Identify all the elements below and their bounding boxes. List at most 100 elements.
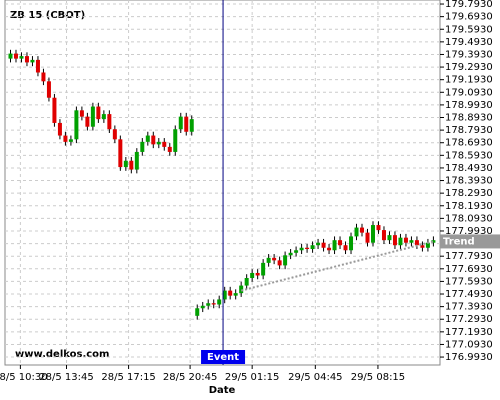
candle-body <box>123 160 128 168</box>
candle-body <box>101 114 106 120</box>
candle-body <box>327 247 332 251</box>
candle-body <box>85 116 90 127</box>
candle-body <box>129 160 134 170</box>
candle-body <box>431 240 436 243</box>
chart-title: ZB 15 (CBOT) <box>10 10 85 21</box>
candle-body <box>409 240 414 243</box>
candle-body <box>217 299 222 305</box>
x-tick-label: 29/5 08:15 <box>351 372 405 383</box>
x-tick-label: 28/5 17:15 <box>101 372 155 383</box>
candle-body <box>30 59 35 63</box>
y-tick-label: 178.6930 <box>445 138 493 149</box>
candle-body <box>41 72 46 82</box>
candle-body <box>8 53 13 59</box>
y-tick-label: 179.0930 <box>445 87 493 98</box>
candle-body <box>299 247 304 251</box>
y-tick-label: 177.4930 <box>445 289 493 300</box>
y-tick-label: 177.0930 <box>445 339 493 350</box>
y-tick-label: 179.1930 <box>445 75 493 86</box>
candle-body <box>211 303 216 305</box>
y-tick-label: 178.2930 <box>445 188 493 199</box>
trend-label-box <box>440 234 500 249</box>
watermark: www.delkos.com <box>15 349 109 360</box>
y-tick-label: 179.7930 <box>445 0 493 10</box>
candle-body <box>398 237 403 246</box>
x-tick-label: 28/5 20:45 <box>163 372 217 383</box>
candle-body <box>151 135 156 145</box>
candle-body <box>24 56 29 63</box>
y-tick-label: 179.3930 <box>445 49 493 60</box>
candle-body <box>35 59 40 73</box>
candle-body <box>90 106 95 127</box>
y-tick-label: 177.2930 <box>445 314 493 325</box>
candle-body <box>79 110 84 117</box>
x-tick-label: 28/5 13:45 <box>39 372 93 383</box>
candle-body <box>283 255 288 266</box>
trend-line <box>240 240 434 292</box>
candle-body <box>354 227 359 237</box>
candle-body <box>63 135 68 142</box>
candle-body <box>96 106 101 120</box>
y-tick-label: 178.0930 <box>445 213 493 224</box>
x-axis-title: Date <box>209 385 236 396</box>
candle-body <box>184 116 189 132</box>
candle-body <box>228 290 233 296</box>
candle-body <box>250 272 255 279</box>
plot-area <box>4 0 441 366</box>
candle-body <box>107 114 112 130</box>
candle-body <box>365 232 370 243</box>
candle-body <box>239 285 244 294</box>
y-tick-label: 178.8930 <box>445 113 493 124</box>
candle-body <box>288 252 293 256</box>
y-tick-label: 179.4930 <box>445 37 493 48</box>
candle-body <box>425 242 430 248</box>
candle-body <box>74 110 79 140</box>
candle-body <box>156 141 161 145</box>
candle-body <box>266 257 271 263</box>
y-tick-label: 178.4930 <box>445 163 493 174</box>
candle-body <box>167 146 172 152</box>
candle-body <box>112 129 117 140</box>
candle-body <box>162 141 167 147</box>
x-tick-label: 29/5 01:15 <box>225 372 279 383</box>
y-tick-label: 177.5930 <box>445 276 493 287</box>
y-tick-label: 178.5930 <box>445 150 493 161</box>
candle-body <box>392 235 397 246</box>
candle-body <box>195 308 200 316</box>
candle-body <box>414 240 419 246</box>
candle-body <box>206 303 211 306</box>
candle-body <box>381 230 386 241</box>
candle-body <box>338 240 343 246</box>
candle-body <box>332 240 337 251</box>
candle-body <box>272 257 277 261</box>
y-tick-label: 177.7930 <box>445 251 493 262</box>
candle-body <box>118 139 123 168</box>
candle-body <box>387 235 392 241</box>
x-tick-label: 28/5 10:30 <box>0 372 48 383</box>
candle-body <box>189 119 194 132</box>
y-tick-label: 177.3930 <box>445 302 493 313</box>
candle-body <box>200 305 205 309</box>
x-tick-label: 29/5 04:45 <box>288 372 342 383</box>
candle-body <box>134 151 139 170</box>
candle-body <box>370 225 375 243</box>
candle-body <box>360 227 365 233</box>
y-tick-label: 179.6930 <box>445 12 493 23</box>
event-label: Event <box>207 352 239 363</box>
candle-body <box>68 139 73 142</box>
y-tick-label: 177.6930 <box>445 264 493 275</box>
candle-body <box>233 293 238 296</box>
candle-body <box>140 141 145 152</box>
candle-body <box>145 135 150 142</box>
y-tick-label: 178.7930 <box>445 125 493 136</box>
y-tick-label: 178.3930 <box>445 176 493 187</box>
y-tick-label: 179.2930 <box>445 62 493 73</box>
candle-body <box>349 236 354 251</box>
trend-label: Trend <box>443 236 475 247</box>
candle-body <box>316 242 321 246</box>
candle-body <box>420 245 425 248</box>
candle-body <box>321 242 326 248</box>
event-label-box <box>201 350 246 364</box>
